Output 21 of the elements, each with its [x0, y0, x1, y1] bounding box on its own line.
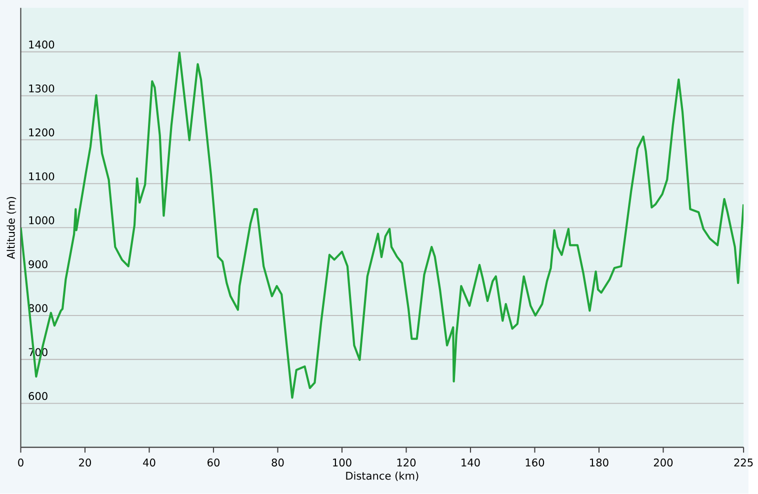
x-tick-label: 100 [333, 458, 352, 467]
x-tick-label: 0 [18, 458, 24, 467]
y-tick-label: 1300 [29, 84, 54, 93]
y-tick-label: 1000 [29, 216, 54, 224]
x-tick-label: 120 [397, 458, 416, 467]
y-axis-title: Altitude (m) [6, 197, 16, 260]
y-tick-label: 900 [28, 260, 48, 268]
y-tick-label: 1100 [29, 172, 54, 180]
x-tick-label: 225 [734, 458, 753, 467]
x-tick-label: 60 [208, 458, 220, 467]
x-tick-label: 40 [143, 458, 156, 467]
x-tick-label: 80 [272, 458, 284, 467]
y-tick-label: 600 [28, 392, 48, 400]
y-tick-label: 1400 [29, 40, 54, 49]
x-tick-label: 200 [654, 458, 673, 467]
x-tick-label: 20 [79, 458, 91, 467]
x-tick-label: 180 [590, 458, 608, 467]
x-tick-label: 160 [526, 458, 544, 467]
x-axis-title: Distance (km) [346, 472, 418, 482]
x-tick-label: 140 [462, 458, 480, 467]
y-tick-label: 1200 [29, 128, 54, 137]
